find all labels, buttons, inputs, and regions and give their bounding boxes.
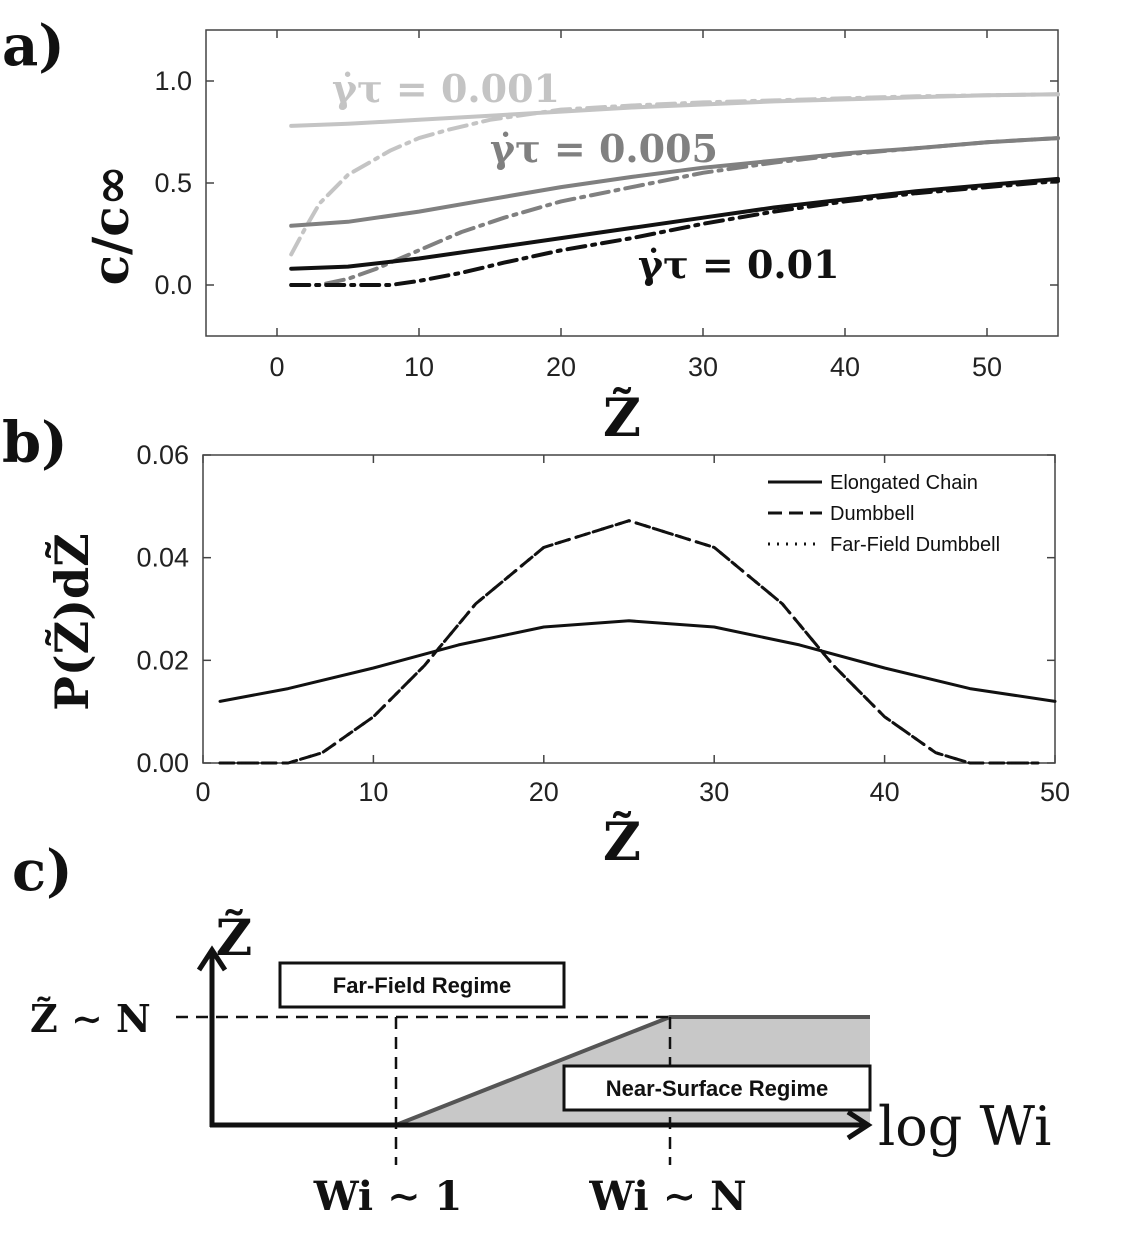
series-line-1 — [218, 519, 1040, 765]
x-tick-label: 10 — [358, 777, 388, 807]
panel-b-ticks: 0 10 20 30 40 50 0.00 0.02 0.04 0.06 — [136, 440, 1070, 807]
y-tick-label: 0.00 — [136, 748, 189, 778]
panel-a-series — [289, 92, 1060, 287]
x-tick-label: 0 — [269, 352, 284, 382]
x-tick-label: 40 — [830, 352, 860, 382]
wi-n-label: Wi ∼ N — [588, 1173, 746, 1220]
series-line-1 — [289, 92, 1060, 257]
panel-c-xaxis-label: log Wi — [878, 1095, 1051, 1158]
panel-a-ylabel: c/c∞ — [81, 165, 140, 286]
panel-b-series — [218, 519, 1057, 765]
y-tick-label: 0.0 — [154, 270, 192, 300]
panel-a: a) 0 10 20 30 40 50 0.0 0.5 1.0 c/c∞ Z̃ γ̇τ = 0.… — [2, 13, 1060, 449]
x-tick-label: 50 — [972, 352, 1002, 382]
panel-b-xlabel: Z̃ — [603, 812, 641, 873]
panel-b-legend: Elongated Chain Dumbbell Far-Field Dumbb… — [768, 472, 1000, 556]
y-tick-label: 0.04 — [136, 543, 189, 573]
y-tick-label: 0.5 — [154, 168, 192, 198]
y-tick-label: 1.0 — [154, 66, 192, 96]
x-tick-label: 10 — [404, 352, 434, 382]
panel-c-label: c) — [12, 838, 73, 904]
y-tick-label: 0.02 — [136, 645, 189, 675]
wi-1-label: Wi ∼ 1 — [313, 1173, 463, 1220]
series-line-4 — [289, 176, 1060, 271]
x-axis-arrow-icon — [846, 1109, 873, 1141]
panel-b-plot-frame — [202, 454, 1056, 764]
series-line-2 — [218, 519, 1040, 765]
near-surface-regime-label: Near-Surface Regime — [606, 1076, 829, 1101]
y-axis-arrow-icon — [196, 945, 228, 972]
y-tick-label: 0.06 — [136, 440, 189, 470]
panel-b-ylabel: P(Z̃)dZ̃ — [45, 533, 99, 710]
x-tick-label: 20 — [529, 777, 559, 807]
x-tick-label: 30 — [688, 352, 718, 382]
panel-a-ticks: 0 10 20 30 40 50 0.0 0.5 1.0 — [154, 30, 1058, 382]
series-line-0 — [218, 619, 1057, 703]
annotation-rate-0001: γ̇τ = 0.001 — [332, 66, 560, 111]
near-surface-regime-box — [562, 1064, 872, 1112]
annotation-rate-001: γ̇τ = 0.01 — [638, 242, 840, 287]
x-tick-label: 0 — [195, 777, 210, 807]
annotation-rate-0005: γ̇τ = 0.005 — [490, 126, 718, 171]
x-tick-label: 20 — [546, 352, 576, 382]
level-z-n-label: Z̃ ∼ N — [30, 996, 151, 1041]
series-line-3 — [289, 136, 1060, 287]
panel-a-xlabel: Z̃ — [603, 388, 641, 449]
legend-dumbbell: Dumbbell — [830, 503, 914, 525]
far-field-regime-label: Far-Field Regime — [333, 973, 511, 998]
x-tick-label: 30 — [699, 777, 729, 807]
panel-b: b) 0 10 20 30 40 500.000.020.040.06 P(Z̃)dZ̃ … — [2, 410, 1070, 873]
legend-far-field-dumbbell: Far-Field Dumbbell — [830, 534, 1000, 556]
x-tick-label: 50 — [1040, 777, 1070, 807]
panel-c-yaxis-label: Z̃ — [216, 908, 253, 967]
panel-c: c) Far-Field Regime Near-Surface Regime … — [12, 838, 1051, 1220]
panel-a-label: a) — [2, 13, 65, 79]
far-field-regime-box — [278, 961, 566, 1009]
legend-elongated-chain: Elongated Chain — [830, 472, 978, 494]
panel-b-label: b) — [2, 410, 68, 476]
x-tick-label: 40 — [870, 777, 900, 807]
series-line-5 — [289, 179, 1060, 287]
